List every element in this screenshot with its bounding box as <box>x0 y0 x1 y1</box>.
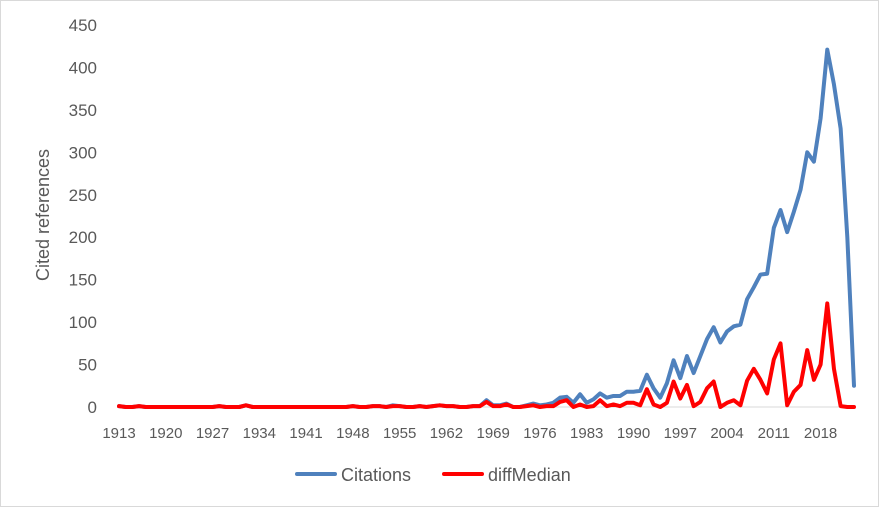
y-tick-label: 0 <box>88 398 97 417</box>
legend-label-diffmedian: diffMedian <box>488 465 571 485</box>
x-tick-label: 2011 <box>758 425 790 442</box>
x-tick-label: 1997 <box>664 425 697 442</box>
y-axis: 0 50 100 150 200 250 300 350 400 450 <box>69 16 97 417</box>
x-tick-label: 1927 <box>196 425 229 442</box>
y-tick-label: 300 <box>69 143 97 162</box>
x-tick-label: 1948 <box>336 425 369 442</box>
x-axis: 1913 1920 1927 1934 1941 1948 1955 1962 1969 1976… <box>102 425 837 442</box>
x-tick-label: 1990 <box>617 425 650 442</box>
x-tick-label: 1976 <box>523 425 556 442</box>
y-tick-label: 150 <box>69 271 97 290</box>
x-tick-label: 1962 <box>430 425 463 442</box>
series-layer <box>117 47 856 409</box>
x-tick-label: 1934 <box>243 425 276 442</box>
x-tick-label: 1913 <box>102 425 135 442</box>
legend: Citations diffMedian <box>295 465 571 485</box>
x-tick-label: 2018 <box>804 425 837 442</box>
y-axis-label: Cited references <box>33 149 53 281</box>
y-tick-label: 450 <box>69 16 97 35</box>
series-line-diffmedian <box>117 301 856 409</box>
y-tick-label: 250 <box>69 186 97 205</box>
y-tick-label: 50 <box>78 356 97 375</box>
y-tick-label: 200 <box>69 228 97 247</box>
y-tick-label: 400 <box>69 58 97 77</box>
x-tick-label: 1955 <box>383 425 416 442</box>
x-tick-label: 2004 <box>710 425 743 442</box>
legend-label-citations: Citations <box>341 465 411 485</box>
x-tick-label: 1941 <box>289 425 322 442</box>
x-tick-label: 1983 <box>570 425 603 442</box>
series-line-citations <box>117 47 856 409</box>
y-tick-label: 100 <box>69 313 97 332</box>
x-tick-label: 1920 <box>149 425 182 442</box>
x-tick-label: 1969 <box>476 425 509 442</box>
y-tick-label: 350 <box>69 101 97 120</box>
